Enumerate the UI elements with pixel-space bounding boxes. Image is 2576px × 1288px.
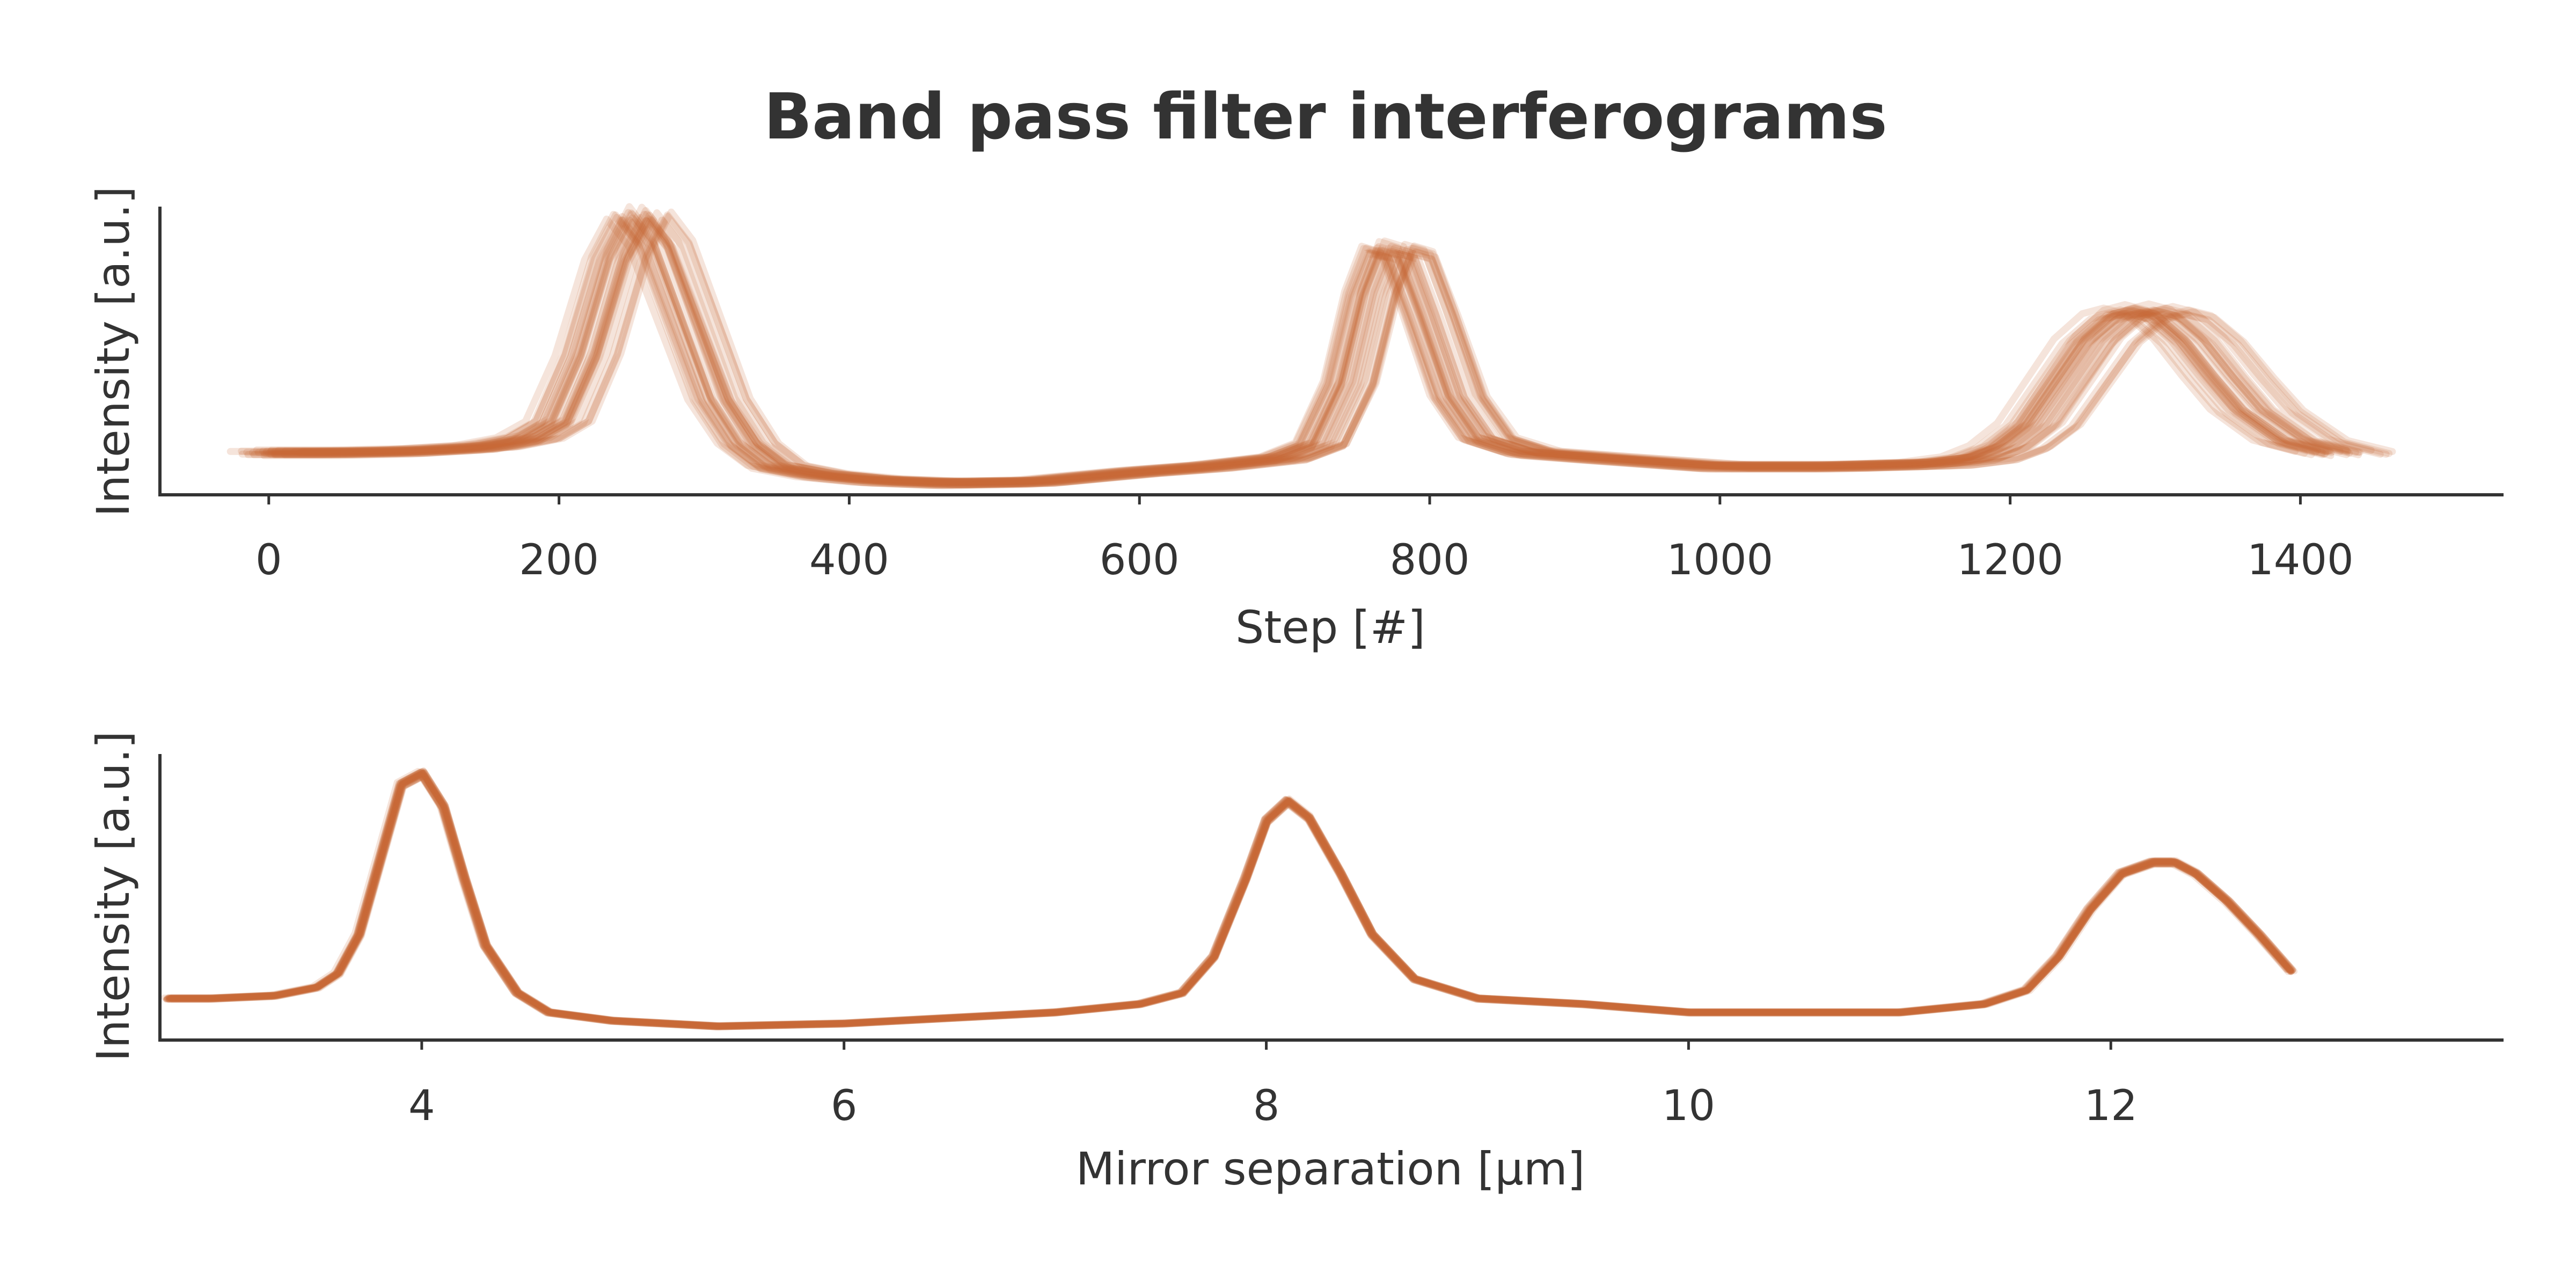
bottom-panel-trace [166, 770, 2296, 1029]
bottom-panel-trace [169, 772, 2293, 1030]
bottom-panel-trace [166, 773, 2291, 1030]
bottom-panel-trace [161, 767, 2293, 1029]
bottom-panel-x-tick-label: 6 [831, 1082, 858, 1130]
top-panel-trace [261, 210, 2329, 488]
top-panel: 0 200 400 600 800 1000 1200 1400 Step [#] Inten… [87, 186, 2504, 654]
bottom-panel-trace [163, 772, 2294, 1030]
bottom-panel-trace [167, 767, 2295, 1029]
top-panel-trace [274, 203, 2321, 486]
top-panel-trace [244, 213, 2350, 489]
top-panel-x-tick-label: 1000 [1667, 536, 1774, 584]
top-panel-trace [301, 208, 2363, 487]
bottom-panel-trace [167, 769, 2296, 1029]
bottom-panel-trace [164, 772, 2294, 1030]
bottom-panel-x-tick-label: 10 [1662, 1082, 1715, 1130]
top-panel-trace [226, 215, 2344, 485]
top-panel-y-axis-label: Intensity [a.u.] [87, 186, 140, 517]
top-panel-trace [268, 207, 2375, 485]
bottom-panel-trace [169, 769, 2294, 1029]
bottom-panel-trace [166, 770, 2296, 1030]
bottom-panel-trace [166, 770, 2298, 1030]
bottom-panel-x-tick-label: 4 [408, 1082, 435, 1130]
bottom-panel-trace [164, 769, 2290, 1029]
top-panel-trace [250, 216, 2326, 489]
bottom-panel-trace [169, 769, 2294, 1029]
top-panel-trace [260, 218, 2334, 489]
bottom-panel-trace [168, 773, 2295, 1030]
bottom-panel-trace [165, 768, 2290, 1028]
bottom-panel-trace [165, 774, 2294, 1030]
bottom-panel-x-ticks: 4 6 8 10 12 [408, 1040, 2138, 1130]
top-panel-trace [238, 214, 2351, 485]
top-panel-trace [297, 211, 2362, 487]
top-panel-trace [281, 211, 2332, 485]
top-panel-trace [259, 209, 2333, 486]
bottom-panel-trace [164, 769, 2294, 1029]
bottom-panel-y-axis-label: Intensity [a.u.] [87, 731, 140, 1062]
chart-title: Band pass filter interferograms [764, 79, 1887, 153]
top-panel-trace [243, 211, 2319, 487]
top-panel-trace [291, 209, 2330, 486]
top-panel-trace [272, 216, 2384, 488]
top-panel-trace [270, 210, 2353, 488]
bottom-panel-trace [166, 769, 2293, 1029]
bottom-panel-trace [166, 770, 2296, 1028]
top-panel-trace [265, 210, 2393, 488]
bottom-panel-x-tick-label: 12 [2084, 1082, 2138, 1130]
bottom-panel-trace [167, 773, 2294, 1029]
bottom-panel-trace [168, 770, 2293, 1029]
top-panel-x-tick-label: 400 [809, 536, 889, 584]
bottom-panel-trace [163, 771, 2293, 1030]
bottom-panel-trace [167, 771, 2294, 1029]
bottom-panel-trace [167, 767, 2293, 1029]
bottom-panel: 4 6 8 10 12 Mirror separation [µm] Intensity… [87, 731, 2504, 1195]
top-panel-trace [281, 217, 2315, 489]
top-panel-trace [299, 213, 2352, 485]
top-panel-trace [248, 216, 2326, 486]
bottom-panel-trace [163, 769, 2293, 1030]
top-panel-x-tick-label: 800 [1390, 536, 1470, 584]
top-panel-x-ticks: 0 200 400 600 800 1000 1200 1400 [255, 495, 2354, 584]
top-panel-trace [271, 217, 2362, 489]
top-panel-traces [226, 203, 2396, 489]
top-panel-trace [254, 214, 2359, 487]
top-panel-x-tick-label: 600 [1100, 536, 1180, 584]
top-panel-x-tick-label: 200 [519, 536, 599, 584]
top-panel-trace [267, 217, 2390, 488]
top-panel-x-axis-label: Step [#] [1235, 601, 1425, 654]
top-panel-trace [267, 215, 2396, 486]
top-panel-trace [270, 214, 2331, 486]
top-panel-x-tick-label: 1200 [1957, 536, 2063, 584]
bottom-panel-trace [169, 770, 2294, 1028]
bottom-panel-trace [169, 772, 2294, 1029]
bottom-panel-trace [164, 772, 2295, 1030]
top-panel-trace [262, 216, 2308, 487]
top-panel-x-tick-label: 1400 [2247, 536, 2354, 584]
bottom-panel-x-axis-label: Mirror separation [µm] [1076, 1143, 1585, 1195]
bottom-panel-trace [166, 768, 2290, 1029]
top-panel-x-tick-label: 0 [255, 536, 282, 584]
top-panel-trace [296, 216, 2335, 487]
bottom-panel-traces [161, 767, 2298, 1030]
top-panel-trace [263, 209, 2299, 486]
top-panel-trace [238, 211, 2328, 489]
bottom-panel-trace [165, 769, 2292, 1029]
bottom-panel-x-tick-label: 8 [1253, 1082, 1280, 1130]
top-panel-trace [253, 203, 2350, 485]
